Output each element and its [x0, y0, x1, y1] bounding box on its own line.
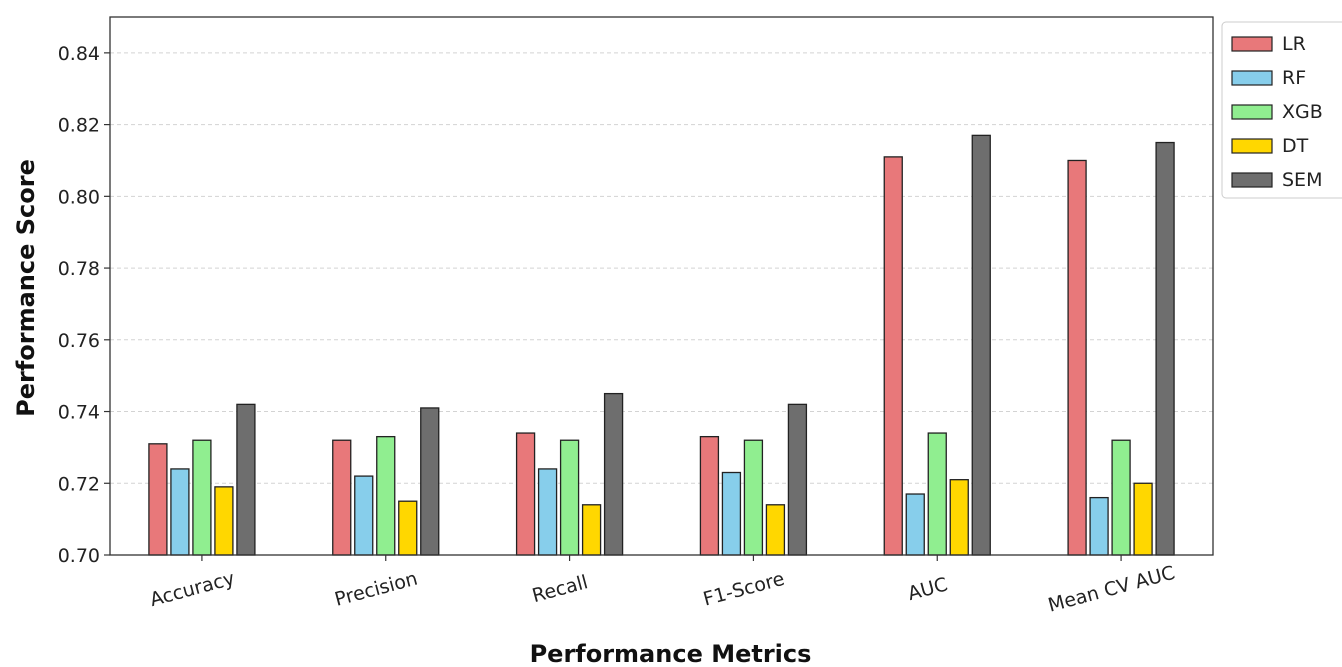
- bar-dt-accuracy: [214, 486, 234, 556]
- bar-rf-f1-score: [721, 471, 742, 556]
- bar-xgb-accuracy: [192, 439, 212, 556]
- bar-sem-auc: [971, 134, 991, 556]
- bar-sem-precision: [420, 407, 440, 556]
- bar-xgb-precision: [376, 435, 396, 556]
- y-tick-label: 0.80: [58, 186, 100, 208]
- bar-dt-auc: [949, 479, 969, 556]
- bar-dt-recall: [581, 504, 602, 556]
- bar-rf-auc: [905, 493, 925, 556]
- bars: [148, 134, 1175, 556]
- x-axis-title: Performance Metrics: [530, 640, 812, 667]
- y-tick-label: 0.78: [58, 258, 100, 280]
- legend-swatch-dt: [1231, 138, 1273, 154]
- y-axis-title: Performance Score: [12, 159, 40, 417]
- legend-label-sem: SEM: [1282, 169, 1322, 191]
- legend-swatch-xgb: [1231, 104, 1273, 120]
- bar-rf-recall: [537, 468, 558, 556]
- legend-swatch-rf: [1231, 70, 1273, 86]
- y-tick-label: 0.82: [58, 115, 100, 137]
- plot-frame: [109, 16, 1214, 556]
- legend-swatch-lr: [1231, 36, 1273, 52]
- bar-dt-precision: [398, 500, 418, 556]
- y-tick-label: 0.70: [58, 545, 100, 567]
- bar-rf-accuracy: [170, 468, 190, 556]
- legend-box: [1221, 21, 1342, 199]
- y-tick-label: 0.72: [58, 473, 100, 495]
- bar-dt-f1-score: [765, 504, 786, 556]
- bar-sem-accuracy: [236, 403, 256, 556]
- legend-label-xgb: XGB: [1282, 101, 1323, 123]
- x-tick-label: Recall: [530, 571, 590, 607]
- bar-lr-mean-cv-auc: [1067, 159, 1087, 556]
- y-tick-label: 0.74: [58, 402, 100, 424]
- x-tick-label: Accuracy: [148, 567, 237, 611]
- legend-swatch-sem: [1231, 172, 1273, 188]
- bar-lr-precision: [332, 439, 352, 556]
- legend-label-lr: LR: [1282, 33, 1306, 55]
- legend-label-rf: RF: [1282, 67, 1306, 89]
- bar-dt-mean-cv-auc: [1133, 482, 1153, 556]
- bar-lr-recall: [515, 432, 536, 556]
- grid-lines: [110, 52, 1213, 484]
- y-tick-label: 0.76: [58, 330, 100, 352]
- bar-lr-f1-score: [699, 435, 720, 556]
- bar-lr-accuracy: [148, 443, 168, 556]
- bar-sem-mean-cv-auc: [1155, 141, 1175, 556]
- bar-xgb-auc: [927, 432, 947, 556]
- x-tick-label: Precision: [332, 568, 420, 611]
- legend: LR RF XGB DT SEM: [1221, 21, 1342, 199]
- bar-rf-precision: [354, 475, 374, 556]
- x-axis-ticks: Accuracy Precision Recall F1-Score AUC Mean C…: [148, 555, 1178, 617]
- bar-xgb-recall: [559, 439, 580, 556]
- bar-xgb-f1-score: [743, 439, 764, 556]
- y-axis-ticks: 0.70 0.72 0.74 0.76 0.78 0.80 0.82 0.84: [58, 43, 110, 567]
- bar-sem-f1-score: [787, 403, 808, 556]
- x-tick-label: Mean CV AUC: [1046, 562, 1178, 617]
- bar-rf-mean-cv-auc: [1089, 496, 1109, 556]
- bar-xgb-mean-cv-auc: [1111, 439, 1131, 556]
- bar-sem-recall: [603, 392, 624, 556]
- y-tick-label: 0.84: [58, 43, 100, 65]
- bar-lr-auc: [883, 156, 903, 556]
- legend-label-dt: DT: [1282, 135, 1309, 157]
- x-tick-label: F1-Score: [701, 568, 787, 611]
- x-tick-label: AUC: [905, 573, 949, 605]
